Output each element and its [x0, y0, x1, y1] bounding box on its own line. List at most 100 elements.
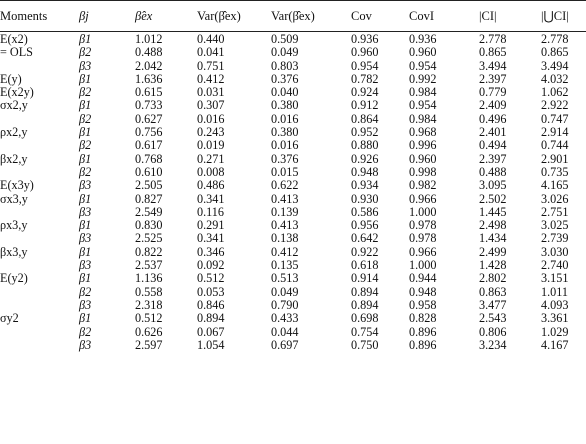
cell-beta: β2: [79, 284, 92, 299]
cell-moment: [0, 60, 79, 73]
table-row: σx2,y β1 0.733 0.307 0.380 0.912 0.954 2.409 2.9…: [0, 98, 586, 113]
cell-value: 0.830: [135, 218, 163, 233]
table-row: β2 0.627 0.016 0.016 0.864 0.984 0.496 0.747: [0, 111, 586, 126]
cell-value: 0.735: [541, 164, 569, 179]
cell-beta: β1: [79, 218, 92, 233]
cell-value: 0.376: [271, 151, 299, 166]
cell-value: 0.894: [197, 311, 225, 326]
table-row: σy2 β1 0.512 0.894 0.433 0.698 0.828 2.543 3.361: [0, 311, 586, 326]
cell-value: 0.984: [409, 85, 437, 100]
cell-value: 0.956: [351, 218, 379, 233]
cell-value: 0.615: [135, 85, 163, 100]
cell-value: 0.790: [271, 297, 299, 312]
cell-value: 0.049: [271, 45, 299, 60]
cell-value: 0.015: [271, 164, 299, 179]
cell-value: 0.053: [197, 284, 225, 299]
cell-value: 0.954: [409, 58, 437, 73]
cell-value: 0.016: [271, 138, 299, 153]
cell-value: 1.000: [409, 258, 437, 273]
cell-value: 2.740: [541, 258, 569, 273]
cell-beta: β1: [79, 98, 92, 113]
cell-moment: ρx3,y: [0, 218, 28, 233]
cell-beta: β3: [79, 337, 92, 352]
cell-value: 0.806: [479, 324, 507, 339]
cell-value: 0.751: [197, 58, 225, 73]
cell-beta: β3: [79, 58, 92, 73]
cell-value: 0.488: [479, 164, 507, 179]
cell-value: 0.968: [409, 125, 437, 140]
cell-moment: [0, 113, 79, 126]
cell-value: 0.380: [271, 98, 299, 113]
cell-value: 0.934: [351, 178, 379, 193]
cell-value: 0.865: [479, 45, 507, 60]
cell-moment: = OLS: [0, 45, 33, 60]
cell-value: 0.116: [197, 204, 224, 219]
table-row: E(y) β1 1.636 0.412 0.376 0.782 0.992 2.397 4.03…: [0, 71, 586, 86]
cell-value: 0.914: [351, 271, 379, 286]
cell-value: 4.165: [541, 178, 569, 193]
cell-value: 1.428: [479, 258, 507, 273]
header-cov-i: CovI: [409, 8, 434, 23]
cell-value: 2.922: [541, 98, 569, 113]
header-ci-length: |CI|: [479, 8, 497, 23]
cell-value: 0.958: [409, 297, 437, 312]
cell-value: 0.966: [409, 244, 437, 259]
cell-beta: β2: [79, 85, 92, 100]
cell-value: 1.636: [135, 71, 163, 86]
cell-value: 0.894: [351, 297, 379, 312]
cell-value: 0.413: [271, 218, 299, 233]
table-row: β3 2.525 0.341 0.138 0.642 0.978 1.434 2.739: [0, 231, 586, 246]
cell-beta: β1: [79, 71, 92, 86]
cell-value: 2.318: [135, 297, 163, 312]
table-row: E(x3y) β3 2.505 0.486 0.622 0.934 0.982 3.095 4.…: [0, 178, 586, 193]
cell-value: 0.756: [135, 125, 163, 140]
cell-value: 0.512: [197, 271, 225, 286]
cell-value: 0.998: [409, 164, 437, 179]
cell-beta: β3: [79, 297, 92, 312]
results-table: Moments βj β̂ex Var(β̂ex) Var(β̂ex) Cov …: [0, 2, 586, 352]
cell-moment: E(y2): [0, 271, 28, 286]
cell-value: 1.434: [479, 231, 507, 246]
table-body: E(x2) β1 1.012 0.440 0.509 0.936 0.936 2.778 2.7…: [0, 31, 586, 352]
cell-value: 4.032: [541, 71, 569, 86]
cell-value: 0.031: [197, 85, 225, 100]
table-row: β2 0.610 0.008 0.015 0.948 0.998 0.488 0.735: [0, 164, 586, 179]
cell-beta: β1: [79, 271, 92, 286]
cell-value: 0.513: [271, 271, 299, 286]
cell-moment: βx3,y: [0, 244, 28, 259]
cell-value: 0.966: [409, 191, 437, 206]
cell-value: 0.049: [271, 284, 299, 299]
cell-beta: β1: [79, 244, 92, 259]
cell-value: 1.062: [541, 85, 569, 100]
cell-value: 0.008: [197, 164, 225, 179]
cell-value: 2.597: [135, 337, 163, 352]
cell-value: 0.768: [135, 151, 163, 166]
cell-value: 0.496: [479, 111, 507, 126]
cell-value: 0.750: [351, 337, 379, 352]
cell-value: 0.822: [135, 244, 163, 259]
cell-value: 0.509: [271, 32, 299, 46]
cell-moment: βx2,y: [0, 151, 28, 166]
cell-value: 2.042: [135, 58, 163, 73]
cell-value: 0.622: [271, 178, 299, 193]
table-row: = OLS β2 0.488 0.041 0.049 0.960 0.960 0.865 0.8…: [0, 45, 586, 60]
cell-moment: σy2: [0, 311, 19, 326]
cell-value: 0.412: [271, 244, 299, 259]
table-row: β3 2.318 0.846 0.790 0.894 0.958 3.477 4.093: [0, 297, 586, 312]
cell-value: 0.617: [135, 138, 163, 153]
cell-value: 0.960: [351, 45, 379, 60]
cell-value: 4.167: [541, 337, 569, 352]
cell-value: 2.914: [541, 125, 569, 140]
cell-value: 3.151: [541, 271, 569, 286]
cell-value: 2.543: [479, 311, 507, 326]
cell-value: 0.996: [409, 138, 437, 153]
cell-value: 0.341: [197, 191, 225, 206]
table-row: βx2,y β1 0.768 0.271 0.376 0.926 0.960 2.397 2.9…: [0, 151, 586, 166]
cell-beta: β2: [79, 45, 92, 60]
cell-value: 0.139: [271, 204, 299, 219]
cell-value: 0.135: [271, 258, 299, 273]
cell-value: 0.092: [197, 258, 225, 273]
cell-value: 0.936: [351, 32, 379, 46]
cell-value: 0.865: [541, 45, 569, 60]
cell-beta: β3: [79, 204, 92, 219]
